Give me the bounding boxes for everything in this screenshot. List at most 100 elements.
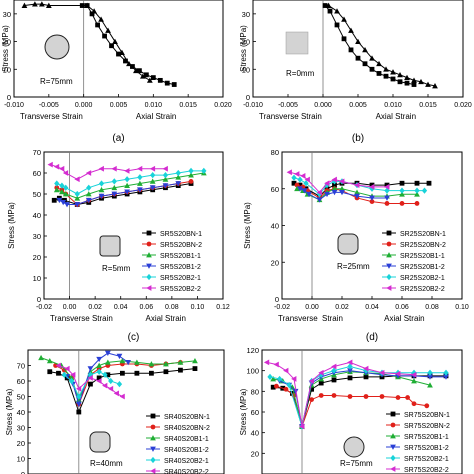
data-point (411, 371, 417, 378)
data-point (98, 16, 104, 22)
legend-entry: SR25S20BN-2 (382, 241, 446, 249)
corner-radius-annotation: R=75mm (40, 77, 73, 86)
chart-panel-1: 0 10 20 30 -0.010 -0.005 0.000 0.005 0.010 0.015 0… (1, 0, 232, 144)
data-point (64, 365, 70, 372)
x-tick-label: 0.005 (349, 102, 367, 109)
data-point (294, 182, 300, 188)
legend-label: SR75S20B2-1 (404, 456, 449, 463)
data-point (414, 180, 420, 186)
data-point (64, 202, 70, 208)
legend-entry: SR75S20BN-1 (386, 411, 450, 419)
data-point (192, 357, 198, 364)
data-point (414, 201, 420, 206)
data-point (303, 180, 309, 187)
data-point (87, 366, 94, 372)
legend-label: SR25S20BN-1 (400, 231, 446, 238)
legend-label: SR5S20BN-1 (160, 231, 202, 238)
data-point (86, 184, 92, 191)
data-point (316, 189, 322, 196)
data-point (148, 361, 155, 367)
data-point (355, 55, 361, 61)
data-point (294, 185, 300, 192)
data-point (56, 197, 63, 204)
data-point (47, 369, 53, 375)
x-tick-label: 0.10 (455, 304, 469, 311)
data-point (379, 369, 385, 376)
y-tick-label: 60 (251, 408, 259, 417)
data-point (137, 187, 143, 193)
data-point (134, 359, 140, 365)
x-tick-label: -0.010 (4, 102, 24, 109)
data-point (46, 357, 53, 364)
data-point (334, 8, 340, 14)
data-point (59, 182, 65, 189)
data-point (341, 36, 347, 42)
chart-panel-4: 0 20 40 60 80 -0.02 0.00 0.02 0.04 0.06 0.08 0.10 St… (243, 148, 469, 343)
plot-frame (252, 0, 464, 98)
legend-marker (150, 468, 156, 474)
data-point (124, 189, 130, 195)
data-point (150, 171, 156, 179)
x-tick-label: 0.04 (114, 304, 128, 311)
data-point (163, 361, 169, 367)
data-point (354, 189, 360, 195)
data-point (88, 381, 93, 387)
data-point (369, 199, 375, 205)
y-axis-label: Stress (MPa) (243, 202, 252, 249)
data-point (432, 83, 438, 89)
y-tick-label: 40 (33, 211, 41, 220)
panel-caption: (c) (128, 332, 140, 343)
data-point (331, 363, 337, 370)
legend-label: SR40S20B1-1 (164, 436, 209, 443)
data-point (188, 172, 194, 178)
data-point (102, 382, 108, 389)
data-point (51, 197, 57, 203)
legend-marker (146, 241, 152, 247)
legend-label: SR5S20B1-1 (160, 253, 201, 260)
data-point (137, 180, 143, 186)
circle-section-icon (44, 34, 70, 60)
rounded-section-icon (337, 233, 359, 255)
legend-entry: SR5S20B1-1 (142, 252, 201, 260)
data-point (192, 366, 198, 371)
data-point (291, 174, 297, 181)
series-4 (64, 350, 132, 408)
data-point (149, 165, 156, 172)
data-point (111, 191, 118, 197)
corner-radius-annotation: R=0mm (286, 69, 315, 78)
x-tick-label: 0.020 (214, 102, 232, 109)
data-point (362, 61, 368, 67)
legend-entry: SR40S20BN-2 (146, 424, 210, 432)
data-point (390, 69, 396, 75)
data-point (331, 185, 338, 192)
legend-label: SR75S20B1-1 (404, 434, 449, 441)
legend-marker (386, 285, 392, 291)
legend-marker (390, 466, 396, 472)
x-tick-label: 0.005 (110, 102, 128, 109)
y-tick-label: 0 (21, 470, 25, 474)
chart-panel-3: 0 10 20 30 40 50 60 70 -0.02 0.00 0.02 0.04 0.06 0.08… (7, 148, 230, 343)
y-tick-label: 30 (33, 232, 41, 241)
data-point (47, 161, 53, 168)
data-point (384, 184, 390, 190)
data-point (62, 170, 69, 176)
data-point (162, 176, 169, 182)
data-point (443, 369, 449, 376)
data-point (111, 184, 118, 191)
data-point (306, 191, 312, 198)
data-point (318, 380, 324, 386)
data-point (362, 47, 368, 53)
x-tick-label: 0.000 (314, 102, 332, 109)
data-point (108, 377, 114, 385)
data-point (162, 183, 169, 189)
data-point (124, 168, 130, 174)
legend-entry: SR5S20BN-1 (142, 230, 202, 238)
legend-marker (150, 435, 156, 441)
legend-marker (150, 413, 156, 419)
data-point (59, 189, 65, 195)
x-tick-label: 0.020 (454, 102, 472, 109)
data-point (95, 22, 100, 28)
data-point (427, 382, 433, 388)
data-point (286, 382, 292, 389)
y-tick-label: 10 (242, 65, 250, 74)
